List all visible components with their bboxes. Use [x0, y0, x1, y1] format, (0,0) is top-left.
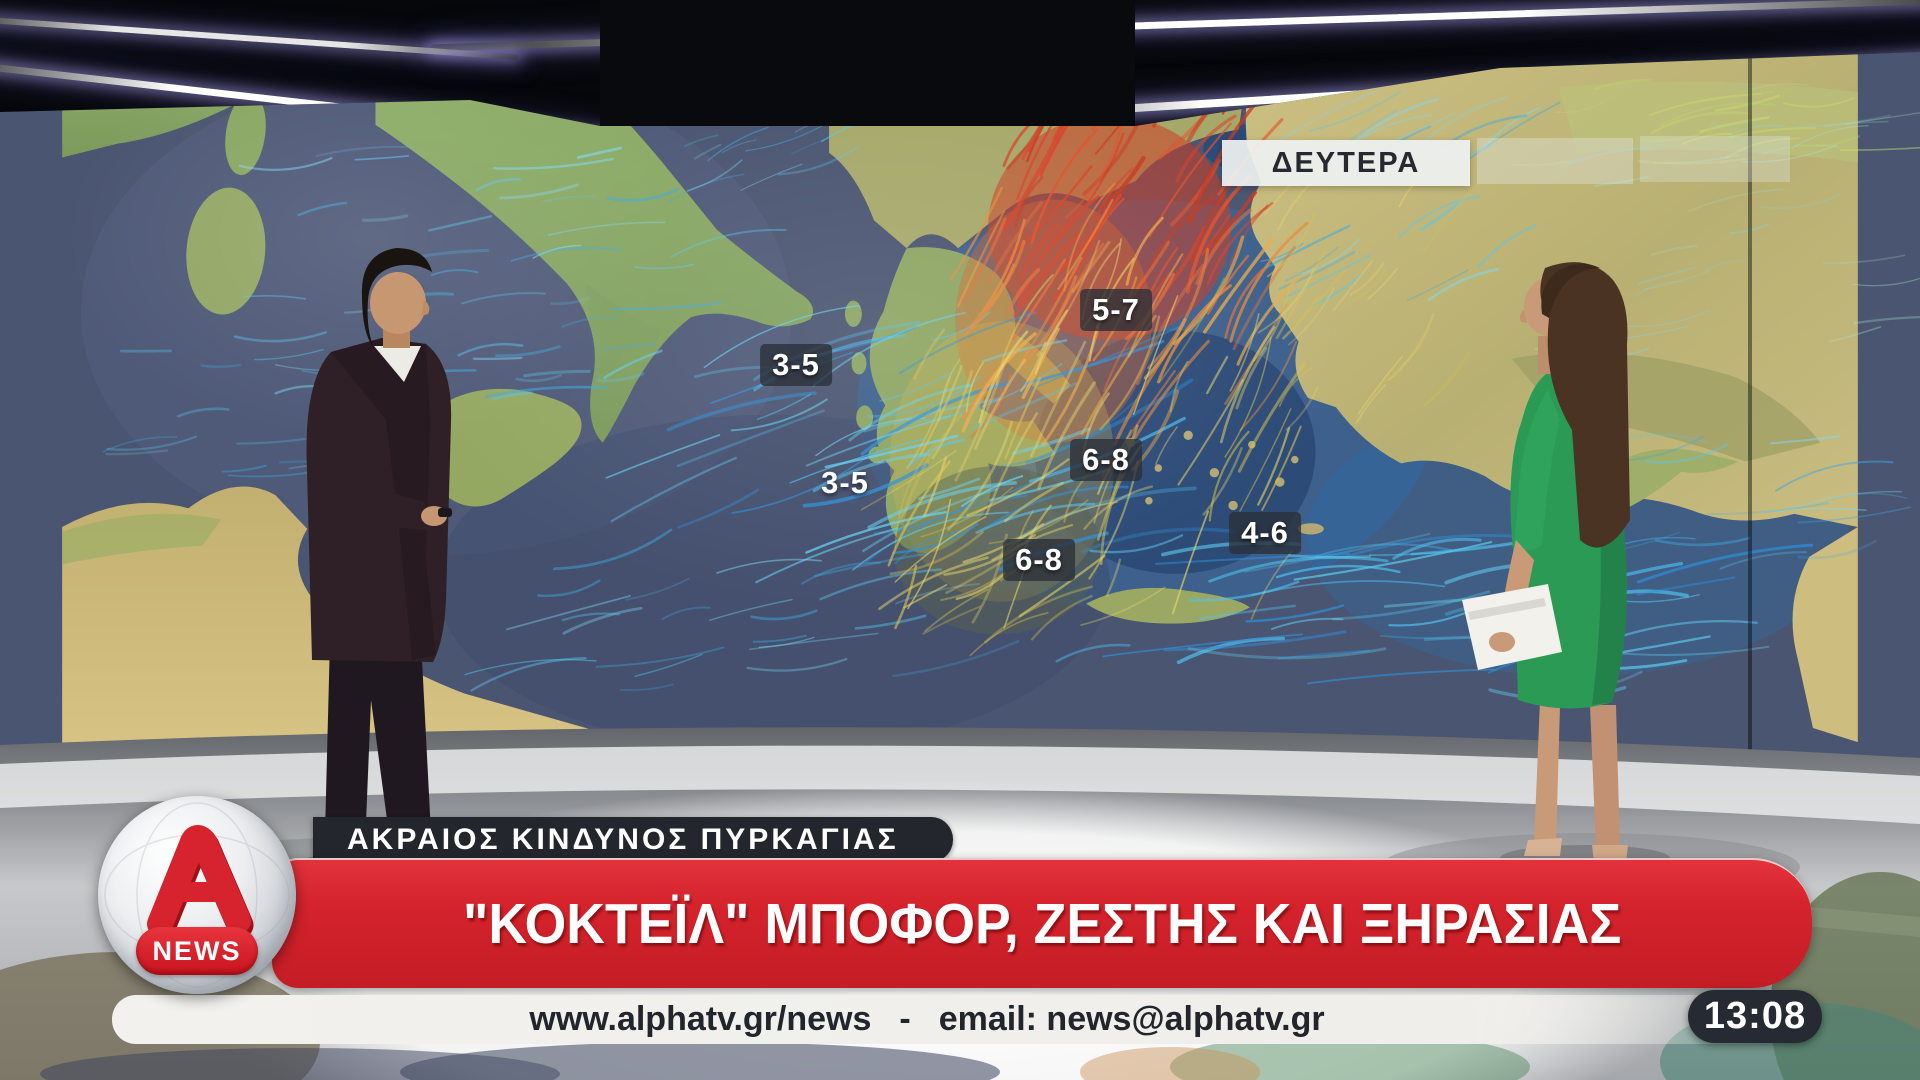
tab-day-monday: ΔΕΥΤΕΡΑ [1222, 140, 1470, 186]
wind-speed-label: 6-8 [1003, 539, 1075, 581]
ticker-email: email: news@alphatv.gr [938, 1000, 1325, 1038]
tab-day-next-1 [1477, 138, 1633, 184]
kicker-bar: ΑΚΡΑΙΟΣ ΚΙΝΔΥΝΟΣ ΠΥΡΚΑΓΙΑΣ [313, 817, 953, 862]
clock-pill: 13:08 [1688, 990, 1822, 1043]
tab-day-label: ΔΕΥΤΕΡΑ [1271, 146, 1421, 179]
ticker-text: www.alphatv.gr/news - email: news@alphat… [529, 1000, 1324, 1039]
presenter-male [306, 248, 452, 872]
clock-time: 13:08 [1703, 995, 1807, 1037]
ticker-website: www.alphatv.gr/news [529, 1000, 872, 1038]
news-badge-text: NEWS [152, 935, 242, 966]
wind-speed-label: 6-8 [1070, 439, 1142, 481]
headline-text: "ΚΟΚΤΕΪΛ" ΜΠΟΦΟΡ, ΖΕΣΤΗΣ ΚΑΙ ΞΗΡΑΣΙΑΣ [462, 892, 1622, 956]
forecast-day-tabs: ΔΕΥΤΕΡΑ [0, 50, 1920, 772]
videowall-panel-seam [1748, 50, 1752, 772]
ceiling-hanging-panel [600, 0, 1135, 126]
ticker-separator: - [899, 1000, 911, 1038]
kicker-text: ΑΚΡΑΙΟΣ ΚΙΝΔΥΝΟΣ ΠΥΡΚΑΓΙΑΣ [347, 822, 899, 856]
wind-speed-label: 5-7 [1080, 289, 1152, 331]
ticker-bar: www.alphatv.gr/news - email: news@alphat… [112, 995, 1802, 1044]
north-africa [62, 486, 717, 772]
presenter-female [1462, 262, 1630, 862]
crete [1086, 587, 1250, 624]
cyprus [1611, 448, 1739, 510]
alpha-a-icon [147, 825, 254, 942]
wind-speed-label: 3-5 [760, 344, 832, 386]
headline-banner: "ΚΟΚΤΕΪΛ" ΜΠΟΦΟΡ, ΖΕΣΤΗΣ ΚΑΙ ΞΗΡΑΣΙΑΣ [272, 858, 1812, 988]
tab-day-next-2 [1640, 136, 1790, 182]
wind-speed-label: 4-6 [1229, 512, 1301, 554]
alpha-news-logo: NEWS [98, 796, 296, 994]
wind-speed-label: 3-5 [821, 465, 869, 500]
news-badge: NEWS [136, 927, 258, 975]
levant-coast [1792, 526, 1858, 743]
